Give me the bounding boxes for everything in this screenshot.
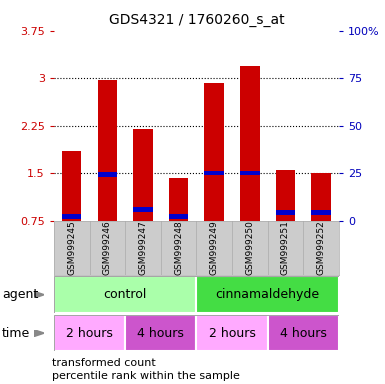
Text: GSM999250: GSM999250 [245, 220, 254, 275]
Bar [311, 210, 331, 215]
Text: 2 hours: 2 hours [209, 327, 255, 339]
Text: GSM999252: GSM999252 [316, 220, 325, 275]
Text: cinnamaldehyde: cinnamaldehyde [216, 288, 320, 301]
Bar [133, 129, 153, 221]
Text: 4 hours: 4 hours [280, 327, 326, 339]
Bar [204, 171, 224, 175]
Bar [97, 172, 117, 177]
Text: GSM999246: GSM999246 [103, 220, 112, 275]
Bar [54, 276, 196, 313]
Text: 2 hours: 2 hours [66, 327, 113, 339]
Bar [54, 315, 125, 351]
Text: GSM999248: GSM999248 [174, 220, 183, 275]
Bar [169, 214, 188, 218]
Text: transformed count: transformed count [52, 358, 156, 368]
Bar [276, 170, 295, 221]
Polygon shape [34, 291, 44, 298]
Text: GSM999249: GSM999249 [210, 220, 219, 275]
Bar [125, 315, 196, 351]
Bar [196, 315, 268, 351]
Bar [196, 276, 339, 313]
Bar [133, 207, 153, 212]
Bar [97, 79, 117, 221]
Title: GDS4321 / 1760260_s_at: GDS4321 / 1760260_s_at [109, 13, 284, 27]
Text: GSM999247: GSM999247 [139, 220, 147, 275]
Bar [240, 66, 259, 221]
Text: GSM999251: GSM999251 [281, 220, 290, 275]
Bar [62, 151, 82, 221]
Text: agent: agent [2, 288, 38, 301]
Bar [169, 178, 188, 221]
Text: time: time [2, 327, 30, 339]
Bar [311, 173, 331, 221]
Text: percentile rank within the sample: percentile rank within the sample [52, 371, 240, 381]
Bar [268, 315, 339, 351]
Text: GSM999245: GSM999245 [67, 220, 76, 275]
Text: 4 hours: 4 hours [137, 327, 184, 339]
Bar [62, 214, 82, 218]
Bar [204, 83, 224, 221]
Bar [276, 210, 295, 215]
Bar [240, 171, 259, 175]
Polygon shape [34, 329, 44, 336]
Text: control: control [104, 288, 147, 301]
